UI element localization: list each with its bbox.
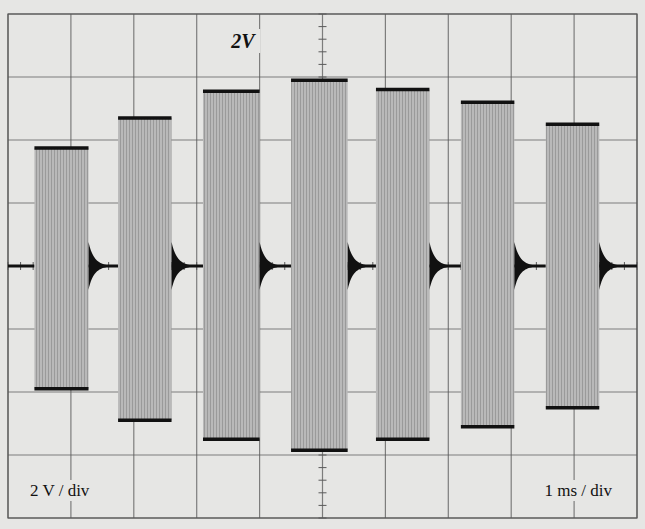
envelope-bottom — [118, 419, 171, 423]
envelope-bottom — [203, 438, 260, 442]
envelope-top — [118, 116, 171, 120]
minor-tick — [319, 51, 327, 52]
envelope-bottom — [34, 387, 88, 391]
ringing — [514, 242, 532, 290]
label: 1 ms / div — [544, 481, 612, 500]
burst — [291, 80, 348, 450]
minor-tick — [319, 480, 327, 481]
background — [0, 0, 645, 529]
label: 2V — [230, 30, 256, 52]
trace — [8, 80, 637, 450]
envelope-bottom — [461, 425, 514, 429]
ringing — [599, 242, 617, 290]
envelope-bottom — [291, 449, 348, 453]
ringing — [89, 242, 107, 290]
label-patch — [26, 480, 94, 501]
burst — [461, 102, 514, 426]
minor-tick — [319, 39, 327, 40]
label-patch — [226, 29, 260, 53]
burst — [203, 91, 260, 439]
envelope-top — [461, 100, 514, 104]
ringing — [429, 242, 447, 290]
grid-line-y — [8, 76, 637, 77]
label-group: 1 ms / div — [540, 480, 616, 501]
burst — [118, 118, 171, 420]
label-group: 2V — [226, 29, 260, 53]
burst — [546, 124, 599, 408]
envelope-top — [34, 146, 88, 150]
minor-tick — [319, 14, 327, 15]
envelope-top — [546, 123, 599, 127]
grid-line-y — [8, 454, 637, 455]
label-group: 2 V / div — [26, 480, 94, 501]
baseline-trace — [8, 265, 34, 268]
envelope-bottom — [376, 438, 429, 442]
ringing — [260, 242, 278, 290]
labels: 2V 2 V / div 1 ms / div — [26, 29, 616, 501]
scope-screen: 2V 2 V / div 1 ms / div — [0, 0, 645, 529]
label-patch — [540, 480, 616, 501]
graticule — [8, 14, 637, 518]
minor-tick — [319, 77, 327, 78]
minor-tick — [319, 26, 327, 27]
envelope-bottom — [546, 406, 599, 410]
frame — [8, 14, 637, 518]
label: 2 V / div — [30, 481, 90, 500]
minor-tick — [319, 455, 327, 456]
minor-tick — [319, 467, 327, 468]
envelope-top — [203, 89, 260, 93]
minor-tick — [319, 505, 327, 506]
envelope-top — [376, 88, 429, 92]
burst — [376, 90, 429, 440]
burst — [34, 148, 88, 389]
minor-tick — [319, 518, 327, 519]
ringing — [172, 242, 190, 290]
minor-tick — [319, 492, 327, 493]
envelope-top — [291, 78, 348, 82]
minor-tick — [319, 64, 327, 65]
ringing — [348, 242, 366, 290]
